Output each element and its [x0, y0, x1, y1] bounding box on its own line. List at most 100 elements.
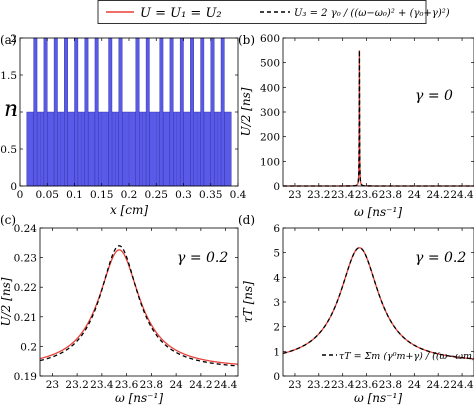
panel-d-ytick-label: 2 — [273, 322, 280, 334]
panel-c-ytick-label: 0.2 — [20, 341, 37, 353]
panel-c-ytick-label: 0.22 — [14, 282, 37, 294]
panel-label-d: (d) — [238, 213, 255, 227]
panel-c: (c) 23 23.2 23.4 23.6 23.8 24 24.2 24.4 0.19 0.2 0… — [0, 213, 239, 405]
panel-c-ytick-label: 0.21 — [14, 312, 37, 324]
panel-d-xtick-label: 23.4 — [331, 379, 355, 391]
panel-label-b: (b) — [238, 33, 255, 47]
panel-b: (b) 23 23.2 23.4 23.6 23.8 24 24.2 24.4 0 100 200 3… — [238, 33, 474, 219]
panel-b-xtick-label: 24 — [408, 189, 422, 201]
panel-d-ytick-label: 1 — [273, 346, 280, 358]
panel-a-xtick-label: 0.3 — [175, 189, 192, 201]
panel-b-xtick-label: 23.8 — [379, 189, 402, 201]
bar — [74, 37, 79, 187]
panel-b-xtick-label: 24.2 — [426, 189, 449, 201]
panel-a-ytick-label: 2 — [10, 33, 17, 45]
panel-a-xtick-label: 0.05 — [36, 189, 59, 201]
panel-c-xtick-label: 23 — [46, 379, 59, 391]
panel-d-ytick-label: 3 — [273, 297, 280, 309]
bar — [145, 37, 150, 187]
panel-b-ytick-label: 600 — [260, 33, 280, 45]
panel-c-ytick-label: 0.19 — [14, 371, 37, 383]
panel-d-xtick-label: 24.4 — [450, 379, 474, 391]
panel-d-xtick-label: 24.2 — [426, 379, 449, 391]
bar — [94, 37, 99, 187]
bar — [220, 37, 225, 187]
panel-c-xtick-label: 24.4 — [214, 379, 238, 391]
panel-d-annotation: γ = 0.2 — [415, 250, 466, 266]
panel-b-ytick-label: 100 — [260, 156, 280, 168]
panel-c-ytick-label: 0.23 — [14, 253, 37, 265]
panel-d-xtick-label: 23.6 — [355, 379, 379, 391]
panel-a-xlabel: x [cm] — [110, 203, 148, 217]
panel-c-xtick-label: 23.4 — [90, 379, 114, 391]
panel-d-formula: τT = Σm (γ⁰m+γ) / ((ω−ωm)² + (γ⁰m+γ)²) — [339, 351, 474, 362]
panel-label-a: (a) — [0, 33, 17, 47]
panel-d-xlabel: ω [ns⁻¹] — [354, 391, 402, 405]
bar — [84, 37, 89, 187]
panel-c-ytick-label: 0.24 — [14, 223, 38, 235]
panel-b-xtick-label: 23.4 — [331, 189, 355, 201]
panel-d-xtick-label: 23.8 — [379, 379, 402, 391]
panel-b-xtick-label: 23 — [288, 189, 301, 201]
panel-c-xtick-label: 24 — [169, 379, 183, 391]
panel-b-annotation: γ = 0 — [415, 88, 453, 104]
series-dashed — [283, 50, 474, 187]
panel-d-xtick-label: 23 — [288, 379, 301, 391]
bar — [118, 37, 123, 187]
bar — [169, 37, 174, 187]
bar — [159, 37, 164, 187]
bar — [43, 37, 48, 187]
legend-entry-dashed: U₃ = 2 γ₀ / ((ω−ω₀)² + (γ₀+γ)²) — [294, 8, 450, 19]
bar — [210, 37, 215, 187]
panel-b-ytick-label: 400 — [260, 82, 280, 94]
bar — [190, 37, 194, 187]
series-solid — [283, 50, 474, 187]
panel-b-xtick-label: 23.6 — [355, 189, 379, 201]
panel-c-xtick-label: 23.8 — [140, 379, 163, 391]
series-dashed — [39, 245, 239, 367]
panel-b-ylabel: U/2 [ns] — [239, 87, 253, 136]
bar — [64, 37, 68, 187]
bar — [200, 37, 205, 187]
panel-c-xtick-label: 23.2 — [65, 379, 88, 391]
panel-a-xtick-label: 0.25 — [145, 189, 168, 201]
panel-a-ytick-label: 0.5 — [0, 144, 17, 156]
panel-c-annotation: γ = 0.2 — [177, 250, 228, 266]
bar — [108, 37, 113, 187]
panel-d: (d) 23 23.2 23.4 23.6 23.8 24 24.2 24.40123456 … — [238, 213, 474, 405]
panel-a-xtick-label: 0 — [17, 189, 24, 201]
panel-a-ytick-label: 0 — [10, 181, 17, 193]
panel-d-ylabel: τT [ns] — [241, 281, 255, 323]
panel-a-xtick-label: 0.35 — [199, 189, 222, 201]
panel-c-xtick-label: 24.2 — [189, 379, 212, 391]
panel-a-ytick-label: 1.5 — [0, 70, 17, 82]
panel-a-ylabel: n — [4, 97, 18, 122]
panel-a-ytick-label: 1 — [10, 107, 17, 119]
panel-label-c: (c) — [0, 213, 16, 227]
panel-c-frame — [39, 227, 239, 377]
panel-b-ytick-label: 300 — [260, 107, 280, 119]
panel-d-ytick-label: 4 — [273, 272, 280, 284]
panel-b-frame — [282, 37, 474, 187]
panel-c-xtick-label: 23.6 — [115, 379, 139, 391]
panel-c-xlabel: ω [ns⁻¹] — [115, 391, 163, 405]
panel-d-xtick-label: 23.2 — [307, 379, 330, 391]
panel-a-xtick-label: 0.15 — [90, 189, 113, 201]
panel-b-xtick-label: 24.4 — [450, 189, 474, 201]
panel-d-ytick-label: 0 — [273, 371, 280, 383]
bar — [135, 37, 140, 187]
panel-d-xtick-label: 24 — [408, 379, 422, 391]
legend-entry-solid: U = U₁ = U₂ — [140, 6, 222, 21]
panel-b-xlabel: ω [ns⁻¹] — [354, 205, 402, 219]
panel-b-ytick-label: 0 — [273, 181, 280, 193]
bar — [179, 37, 184, 187]
bar — [33, 37, 38, 187]
bar — [53, 37, 58, 187]
series-solid — [39, 249, 239, 365]
panel-b-ytick-label: 200 — [260, 132, 280, 144]
panel-a-xtick-label: 0.1 — [66, 189, 83, 201]
panel-d-ytick-label: 6 — [273, 223, 280, 235]
panel-b-xtick-label: 23.2 — [307, 189, 330, 201]
panel-a-xtick-label: 0.2 — [121, 189, 138, 201]
